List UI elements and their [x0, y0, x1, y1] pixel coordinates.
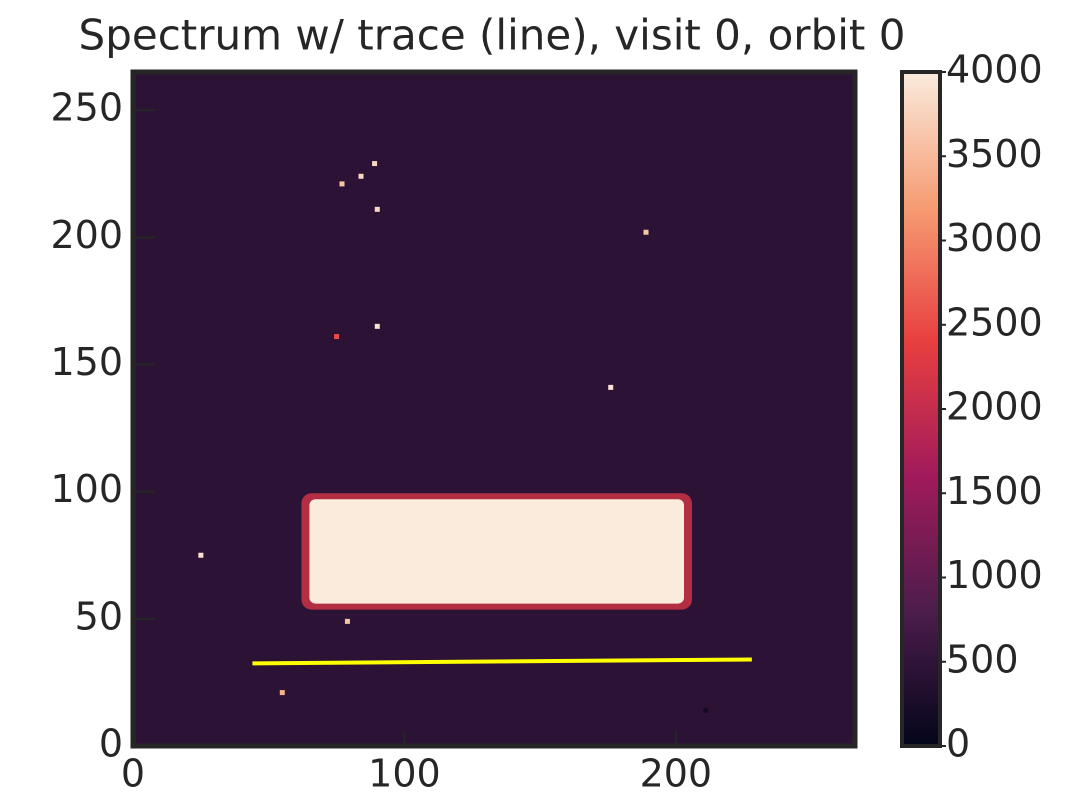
hot-pixel — [334, 334, 340, 340]
y-tick-label: 100 — [50, 467, 123, 511]
x-tick-label: 200 — [640, 752, 713, 796]
hot-pixel — [374, 206, 380, 212]
hot-pixel — [344, 618, 350, 624]
chart-title: Spectrum w/ trace (line), visit 0, orbit… — [79, 11, 906, 60]
y-tick-label: 0 — [99, 722, 123, 766]
colorbar-tick-label: 1000 — [946, 553, 1043, 597]
spectrum — [309, 499, 684, 604]
hot-pixel — [608, 384, 614, 390]
y-tick-label: 150 — [50, 340, 123, 384]
colorbar-tick-label: 3000 — [946, 216, 1043, 260]
colorbar-tick-label: 500 — [946, 637, 1019, 681]
x-tick-label: 0 — [121, 752, 145, 796]
hot-pixel — [372, 161, 378, 167]
axes-frame — [130, 69, 858, 749]
hot-pixel — [279, 690, 285, 696]
colorbar-tick-label: 1500 — [946, 469, 1043, 513]
hot-pixel — [358, 173, 364, 179]
y-tick-label: 200 — [50, 213, 123, 257]
colorbar — [900, 70, 942, 748]
x-tick-label: 100 — [368, 752, 441, 796]
colorbar-tick-label: 4000 — [946, 48, 1043, 92]
hot-pixel — [643, 229, 649, 235]
colorbar-tick-label: 2000 — [946, 385, 1043, 429]
colorbar-tick-label: 2500 — [946, 300, 1043, 344]
trace-line — [252, 657, 752, 666]
colorbar-tick-label: 3500 — [946, 132, 1043, 176]
colorbar-tick-label: 0 — [946, 722, 970, 766]
image-background — [133, 72, 855, 746]
hot-pixel — [198, 552, 204, 558]
hot-pixel — [703, 707, 709, 713]
y-tick-label: 50 — [75, 594, 123, 638]
y-tick-label: 250 — [50, 86, 123, 130]
hot-pixel — [339, 181, 345, 187]
hot-pixel — [374, 323, 380, 329]
